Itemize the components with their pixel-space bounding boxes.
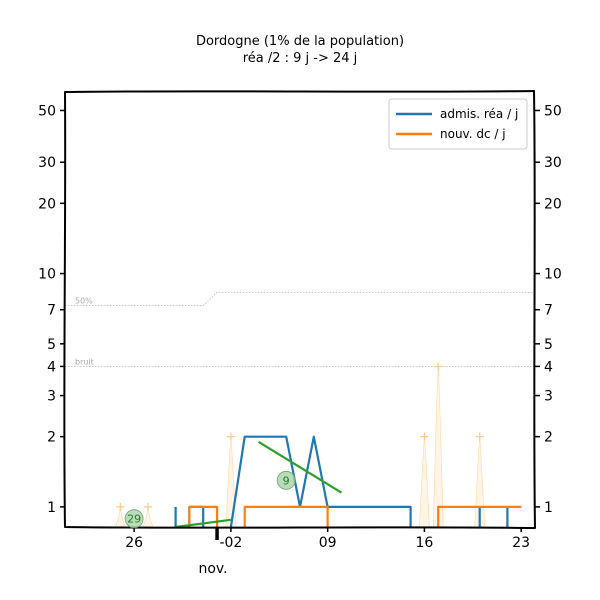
x-tick-label: -02 [219,535,242,551]
y-tick-label-right: 4 [544,359,553,375]
reference-lines: 50% bruit [65,291,535,367]
peak-marker [226,432,235,441]
y-tick-label-left: 7 [47,303,56,319]
peak-marker [420,432,429,441]
chart-subtitle: réa /2 : 9 j -> 24 j [243,51,358,66]
y-tick-label-left: 20 [38,196,56,212]
trend-line [175,518,232,529]
y-tick-label-right: 20 [544,196,562,212]
peak-markers [114,362,486,528]
peak-marker [475,432,484,441]
x-tick-label: 23 [512,535,530,551]
legend-label-deces: nouv. dc / j [440,127,506,141]
peak-marker [116,502,125,511]
y-tick-label-left: 5 [47,337,56,353]
y-tick-label-right: 30 [544,155,562,171]
y-tick-label-right: 3 [544,389,553,405]
peak-shape [419,436,430,528]
series-segment [229,435,412,528]
legend: admis. réa / j nouv. dc / j [388,98,528,150]
y-tick-label-left: 30 [38,155,56,171]
x-tick-label: 16 [415,535,433,551]
plot-frame [63,90,536,529]
doubling-badge [124,509,144,529]
doubling-badge [276,470,296,490]
y-tick-label-left: 3 [47,389,56,405]
series-segment [437,505,522,527]
y-tick-label-right: 50 [544,103,562,119]
legend-box [388,98,528,150]
legend-label-reanimation: admis. réa / j [440,107,518,121]
y-tick-label-right: 2 [544,430,553,446]
trend-lines [175,440,343,529]
peak-marker [143,502,152,511]
y-tick-label-left: 2 [47,430,56,446]
x-tick-label: 26 [125,535,143,551]
y-tick-label-right: 1 [544,500,553,516]
doubling-badge-label: 29 [127,513,141,526]
series-segment [188,505,219,527]
x-axis-label: nov. [198,561,227,577]
series-segment [243,505,329,527]
peak-shape [225,436,237,528]
reference-line-label: 50% [75,296,93,305]
chart-title: Dordogne (1% de la population) [196,34,404,49]
y-tick-label-right: 10 [544,267,562,283]
y-tick-label-left: 1 [47,500,56,516]
x-tick-label: 09 [319,535,337,551]
y-tick-label-left: 4 [47,359,56,375]
trend-line [257,440,343,494]
peak-shape [432,366,444,528]
peak-marker [434,362,443,371]
doubling-badge-label: 9 [283,474,290,487]
y-tick-label-right: 7 [544,303,553,319]
y-tick-label-left: 50 [38,103,56,119]
y-tick-label-right: 5 [544,337,553,353]
y-tick-label-left: 10 [38,267,56,283]
reference-line [65,291,535,306]
reference-line-label: bruit [75,357,94,366]
doubling-badges: 29 9 [124,470,296,529]
